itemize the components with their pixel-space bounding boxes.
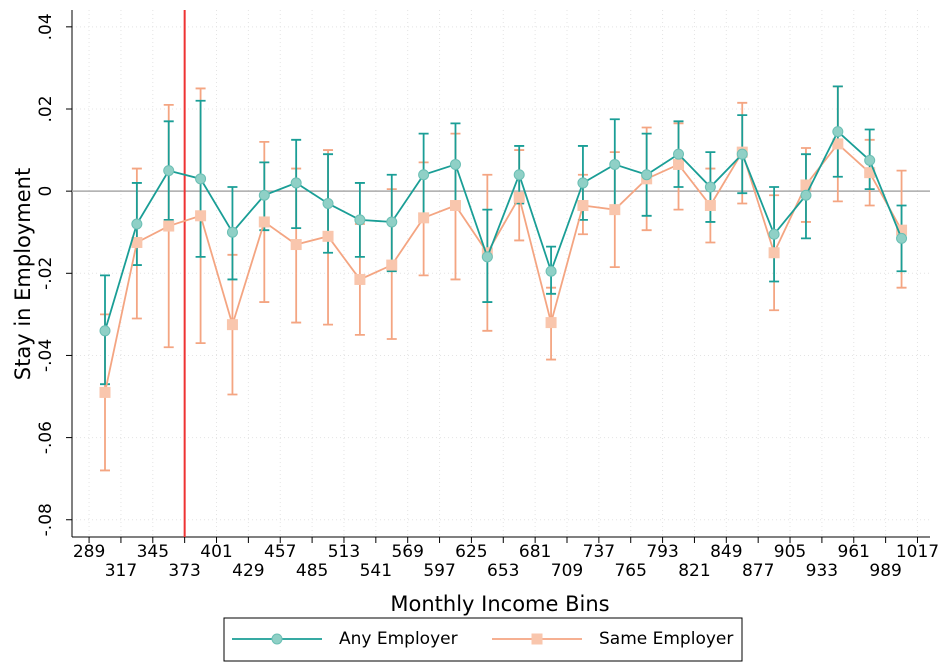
point-marker xyxy=(271,633,283,645)
point-marker xyxy=(481,251,493,263)
x-tick-label: 821 xyxy=(678,561,710,581)
x-tick-label: 793 xyxy=(646,542,678,562)
point-marker xyxy=(354,214,366,226)
x-tick-label: 933 xyxy=(806,561,838,581)
point-marker xyxy=(258,216,270,228)
x-tick-label: 541 xyxy=(360,561,392,581)
point-marker xyxy=(768,247,780,259)
y-axis-title: Stay in Employment xyxy=(11,168,35,380)
point-marker xyxy=(322,197,334,209)
x-tick-label: 849 xyxy=(710,542,742,562)
y-tick-label: 0 xyxy=(36,186,56,197)
y-tick-label: -.06 xyxy=(36,421,56,454)
point-marker xyxy=(418,212,430,224)
point-marker xyxy=(673,158,685,170)
point-marker xyxy=(896,232,908,244)
point-marker xyxy=(531,633,543,645)
x-tick-label: 429 xyxy=(232,561,264,581)
point-marker xyxy=(195,173,207,185)
point-marker xyxy=(386,216,398,228)
x-tick-label: 289 xyxy=(73,542,105,562)
x-tick-label: 681 xyxy=(519,542,551,562)
point-marker xyxy=(226,226,238,238)
x-tick-label: 597 xyxy=(423,561,455,581)
y-tick-label: -.08 xyxy=(36,503,56,536)
x-tick-label: 1017 xyxy=(896,542,939,562)
y-tick-label: -.02 xyxy=(36,257,56,290)
point-marker xyxy=(226,319,238,331)
point-marker xyxy=(704,200,716,212)
point-marker xyxy=(577,200,589,212)
legend-label: Same Employer xyxy=(599,629,733,649)
x-tick-label: 485 xyxy=(296,561,328,581)
x-tick-label: 737 xyxy=(583,542,615,562)
x-tick-label: 765 xyxy=(614,561,646,581)
x-tick-label: 653 xyxy=(487,561,519,581)
series-line xyxy=(104,142,903,393)
point-marker xyxy=(736,148,748,160)
point-marker xyxy=(131,236,143,248)
point-marker xyxy=(609,158,621,170)
point-marker xyxy=(545,265,557,277)
series-line xyxy=(104,130,903,332)
legend-box xyxy=(223,617,743,662)
point-marker xyxy=(418,169,430,181)
point-marker xyxy=(641,169,653,181)
point-marker xyxy=(195,210,207,222)
point-marker xyxy=(513,169,525,181)
point-marker xyxy=(545,317,557,329)
x-tick-label: 961 xyxy=(838,542,870,562)
x-tick-label: 625 xyxy=(455,542,487,562)
point-marker xyxy=(864,154,876,166)
point-marker xyxy=(131,218,143,230)
point-marker xyxy=(449,158,461,170)
point-marker xyxy=(704,181,716,193)
x-tick-label: 317 xyxy=(105,561,137,581)
x-tick-label: 513 xyxy=(328,542,360,562)
x-tick-label: 989 xyxy=(869,561,901,581)
y-tick-label: -.04 xyxy=(36,339,56,372)
x-tick-label: 457 xyxy=(264,542,296,562)
point-marker xyxy=(800,189,812,201)
x-axis-title: Monthly Income Bins xyxy=(390,592,609,616)
point-marker xyxy=(163,165,175,177)
y-tick-label: .04 xyxy=(36,13,56,40)
point-marker xyxy=(258,189,270,201)
y-tick-label: .02 xyxy=(36,95,56,122)
legend-label: Any Employer xyxy=(339,629,458,649)
point-marker xyxy=(386,259,398,271)
point-marker xyxy=(513,191,525,203)
x-tick-label: 345 xyxy=(137,542,169,562)
x-tick-label: 401 xyxy=(200,542,232,562)
point-marker xyxy=(832,138,844,150)
x-tick-label: 569 xyxy=(391,542,423,562)
x-tick-label: 709 xyxy=(551,561,583,581)
x-tick-label: 905 xyxy=(774,542,806,562)
point-marker xyxy=(163,220,175,232)
point-marker xyxy=(290,177,302,189)
point-marker xyxy=(768,228,780,240)
point-marker xyxy=(449,200,461,212)
point-marker xyxy=(99,386,111,398)
point-marker xyxy=(832,126,844,138)
x-tick-label: 373 xyxy=(168,561,200,581)
point-marker xyxy=(609,204,621,216)
x-tick-label: 877 xyxy=(742,561,774,581)
point-marker xyxy=(354,273,366,285)
point-marker xyxy=(673,148,685,160)
point-marker xyxy=(99,325,111,337)
point-marker xyxy=(577,177,589,189)
point-marker xyxy=(290,239,302,251)
point-marker xyxy=(322,230,334,242)
